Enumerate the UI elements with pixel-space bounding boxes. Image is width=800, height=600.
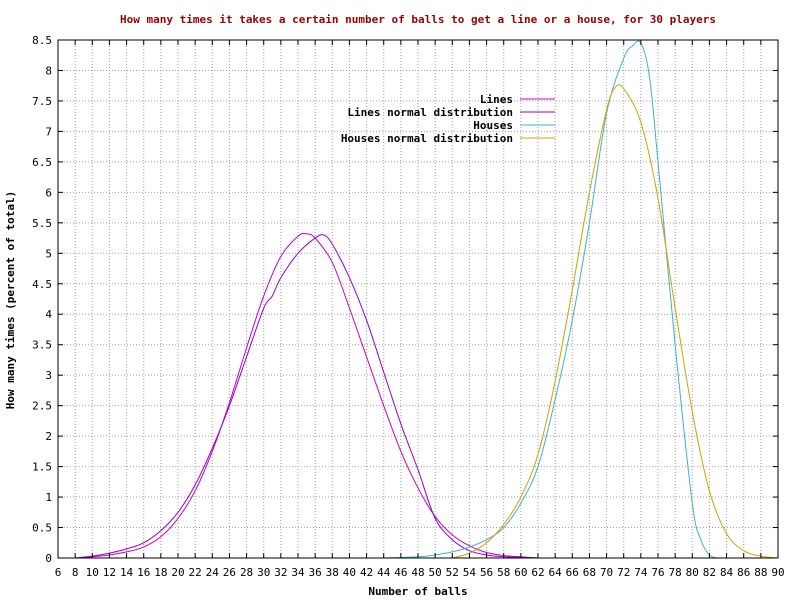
y-tick-label: 1.5 (32, 461, 52, 474)
x-tick-label: 46 (394, 566, 407, 579)
y-tick-label: 0.5 (32, 522, 52, 535)
x-tick-label: 38 (326, 566, 339, 579)
x-tick-label: 8 (72, 566, 79, 579)
x-tick-label: 88 (754, 566, 767, 579)
series-lines-line (75, 232, 539, 559)
x-tick-label: 84 (720, 566, 734, 579)
x-tick-label: 60 (514, 566, 527, 579)
legend-label: Lines normal distribution (347, 106, 513, 119)
tick-marks (57, 39, 779, 559)
x-tick-label: 10 (86, 566, 99, 579)
y-tick-label: 7.5 (32, 95, 52, 108)
x-tick-label: 32 (274, 566, 287, 579)
x-tick-label: 12 (103, 566, 116, 579)
x-tick-label: 90 (771, 566, 784, 579)
legend-label: Houses (473, 119, 513, 132)
x-tick-label: 78 (669, 566, 682, 579)
y-tick-label: 2.5 (32, 400, 52, 413)
series-lines-normal-line (75, 234, 539, 559)
x-tick-label: 28 (240, 566, 253, 579)
y-tick-label: 8.5 (32, 34, 52, 47)
x-tick-label: 56 (480, 566, 493, 579)
y-tick-label: 3.5 (32, 339, 52, 352)
y-tick-label: 4.5 (32, 278, 52, 291)
x-tick-label: 48 (411, 566, 424, 579)
x-tick-label: 24 (206, 566, 220, 579)
y-tick-label: 7 (45, 125, 52, 138)
x-tick-label: 40 (343, 566, 356, 579)
legend-label: Lines (480, 93, 513, 106)
x-tick-label: 70 (600, 566, 613, 579)
x-tick-label: 62 (531, 566, 544, 579)
x-tick-label: 74 (634, 566, 648, 579)
y-tick-label: 1 (45, 491, 52, 504)
y-tick-label: 3 (45, 369, 52, 382)
y-tick-label: 2 (45, 430, 52, 443)
x-axis-label: Number of balls (368, 585, 467, 598)
legend-label: Houses normal distribution (341, 132, 513, 145)
series-houses-line (383, 40, 719, 559)
x-tick-label: 6 (55, 566, 62, 579)
y-tick-label: 8 (45, 64, 52, 77)
x-tick-label: 86 (737, 566, 750, 579)
x-tick-label: 82 (703, 566, 716, 579)
x-tick-label: 68 (583, 566, 596, 579)
grid (58, 40, 778, 558)
x-tick-label: 58 (497, 566, 510, 579)
x-tick-label: 76 (651, 566, 664, 579)
y-tick-labels: 0 0.5 1 1.5 2 2.5 3 3.5 4 4.5 5 5.5 6 6.5 7 7.5 8 8.5 (32, 34, 52, 565)
x-tick-label: 26 (223, 566, 236, 579)
x-tick-label: 16 (137, 566, 150, 579)
series-layer (75, 40, 779, 559)
x-tick-label: 30 (257, 566, 270, 579)
y-axis-label: How many times (percent of total) (4, 191, 17, 410)
y-tick-label: 0 (45, 552, 52, 565)
x-tick-label: 34 (291, 566, 305, 579)
y-tick-label: 4 (45, 308, 52, 321)
y-tick-label: 5.5 (32, 217, 52, 230)
x-tick-label: 14 (120, 566, 134, 579)
x-tick-label: 36 (309, 566, 322, 579)
x-tick-label: 72 (617, 566, 630, 579)
x-tick-label: 52 (446, 566, 459, 579)
x-tick-labels: 6 8 10 12 14 16 18 20 22 24 26 28 30 32 34 36 38 40 42 44 46… (55, 566, 785, 579)
x-tick-label: 80 (686, 566, 699, 579)
x-tick-label: 64 (549, 566, 563, 579)
x-tick-label: 54 (463, 566, 477, 579)
x-tick-label: 22 (189, 566, 202, 579)
chart-title: How many times it takes a certain number… (120, 13, 716, 26)
x-tick-label: 50 (429, 566, 442, 579)
y-tick-label: 5 (45, 247, 52, 260)
x-tick-label: 42 (360, 566, 373, 579)
x-tick-label: 18 (154, 566, 167, 579)
y-tick-label: 6.5 (32, 156, 52, 169)
series-houses-normal-line (452, 84, 779, 559)
x-tick-label: 44 (377, 566, 391, 579)
x-tick-label: 66 (566, 566, 579, 579)
y-tick-label: 6 (45, 186, 52, 199)
x-tick-label: 20 (171, 566, 184, 579)
